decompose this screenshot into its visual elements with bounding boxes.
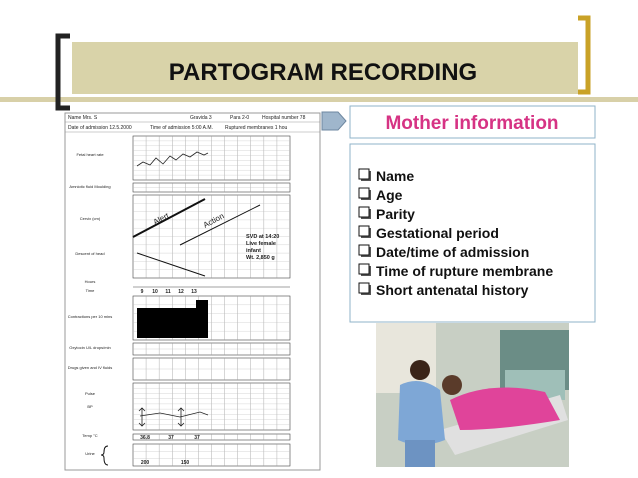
checkbox <box>358 282 370 294</box>
photo <box>376 323 569 467</box>
urine-brace <box>100 445 109 466</box>
checkbox <box>358 206 370 218</box>
partogram-text: Ruptured membranes 1 hou <box>225 125 287 131</box>
partogram-text: Pulse <box>85 391 96 396</box>
partogram-text: Hospital number 78 <box>262 115 306 121</box>
arrow-tag <box>321 111 347 131</box>
partogram-text: 12 <box>178 289 184 295</box>
partogram-text: Drugs given and IV fluids <box>68 365 112 370</box>
list-item: Name <box>376 168 414 184</box>
partogram-text: 37 <box>194 435 200 441</box>
partogram-text: Hours <box>85 279 96 284</box>
partogram-text: 13 <box>191 289 197 295</box>
bp-arrow <box>177 407 185 427</box>
photo-wall <box>376 323 436 393</box>
contractions-block <box>137 300 208 338</box>
left-bracket <box>55 33 70 111</box>
partogram-text: 36.8 <box>140 435 150 441</box>
checkbox <box>358 225 370 237</box>
partogram-sheet <box>64 112 321 471</box>
partogram-text: BP <box>87 404 93 409</box>
partogram-text: 10 <box>152 289 158 295</box>
alert-line <box>132 198 206 238</box>
list-item: Short antenatal history <box>376 282 529 298</box>
checkbox <box>358 263 370 275</box>
info-list: Name Age Parity Gestational period Date/time… <box>358 168 553 298</box>
fhr-trace <box>136 151 209 167</box>
partogram-text: Live female <box>246 241 276 247</box>
list-item: Time of rupture membrane <box>376 263 553 279</box>
partogram-text: infant <box>246 248 261 254</box>
partogram-text: Date of admission 12.5.2000 <box>68 125 132 131</box>
list-item: Parity <box>376 206 415 222</box>
partogram-text: Urine <box>85 451 95 456</box>
list-item: Gestational period <box>376 225 499 241</box>
list-item: Age <box>376 187 403 203</box>
photo-patient-head <box>442 375 462 395</box>
partogram-text: Cervix (cm) <box>80 216 101 221</box>
partogram-text: 9 <box>141 289 144 295</box>
checkbox <box>358 244 370 256</box>
rule <box>0 97 638 102</box>
partogram-text: Descent of head <box>75 251 104 256</box>
action-line <box>179 204 261 246</box>
right-bracket <box>578 15 591 95</box>
partogram-text: Contractions per 10 mins <box>68 314 112 319</box>
list-item: Date/time of admission <box>376 244 529 260</box>
checkbox <box>358 168 370 180</box>
photo-nurse-head <box>410 360 430 380</box>
heading-box <box>349 105 596 139</box>
partogram-text: Time <box>86 288 96 293</box>
partogram-text: Amniotic fluid Moulding <box>69 184 110 189</box>
partogram-text: 11 <box>165 289 171 295</box>
descent-line <box>136 252 206 277</box>
partogram-text: 150 <box>181 460 190 466</box>
partogram-text: Time of admission 5:00 A.M. <box>150 125 213 131</box>
bp-arrow <box>138 407 146 427</box>
photo-blanket <box>450 387 560 430</box>
mother-info-heading: Mother information <box>385 113 558 134</box>
list-box <box>349 143 596 323</box>
title-banner <box>72 42 578 94</box>
partogram-text: 37 <box>168 435 174 441</box>
checkbox <box>358 187 370 199</box>
partogram-text: Oxytocin U/L drops/min <box>69 345 110 350</box>
partogram-text: Gravida 3 <box>190 115 212 121</box>
photo-nurse-body <box>398 381 445 445</box>
title: PARTOGRAM RECORDING <box>169 59 477 86</box>
partogram-text: SVD at 14:20 <box>246 234 279 240</box>
partogram-text: Fetal heart rate <box>76 152 104 157</box>
partogram-text: 200 <box>141 460 150 466</box>
partogram-text: Name Mrs. S <box>68 115 98 121</box>
pulse-trace <box>139 411 209 418</box>
partogram-text: Wt. 2,850 g <box>246 255 275 261</box>
partogram: Name Mrs. S Gravida 3 Para 2-0 Hospital num… <box>64 112 321 471</box>
partogram-text: Temp °C <box>82 433 97 438</box>
partogram-text: Para 2-0 <box>230 115 249 121</box>
photo-nurse-legs <box>405 440 435 467</box>
